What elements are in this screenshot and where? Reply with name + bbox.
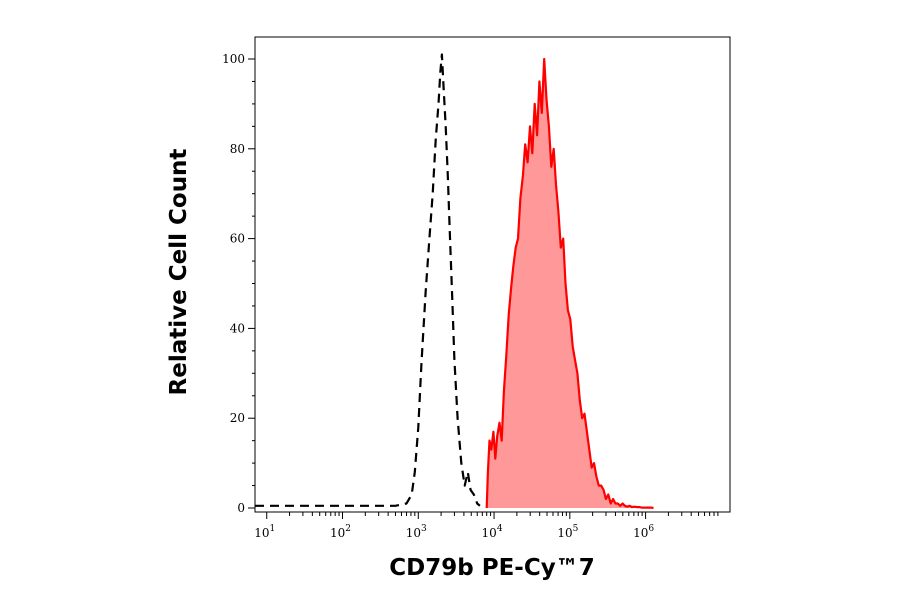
y-tick-label-0: 0 [237, 501, 245, 515]
series-0-line [255, 53, 481, 507]
x-tick-label-4: 104 [482, 524, 503, 540]
y-tick-label-100: 100 [222, 52, 245, 66]
plot-frame [254, 36, 731, 513]
y-tick-label-20: 20 [230, 411, 245, 425]
x-axis-title: CD79b PE-Cy™7 [389, 555, 594, 581]
x-tick-label-2: 102 [330, 524, 351, 540]
x-axis: 101 102 103 104 105 106 [254, 512, 719, 540]
x-tick-label-5: 105 [557, 524, 578, 540]
y-tick-label-60: 60 [230, 232, 245, 246]
series-1-fill [486, 59, 654, 508]
y-axis: 0 20 40 60 80 100 [222, 52, 255, 515]
series-1-line [485, 57, 654, 510]
y-axis-title: Relative Cell Count [166, 149, 192, 396]
series-layer [255, 53, 654, 510]
x-tick-label-3: 103 [406, 524, 427, 540]
x-tick-label-1: 101 [254, 524, 275, 540]
y-tick-label-40: 40 [230, 321, 245, 335]
y-tick-label-80: 80 [230, 142, 245, 156]
x-tick-label-6: 106 [633, 524, 654, 540]
